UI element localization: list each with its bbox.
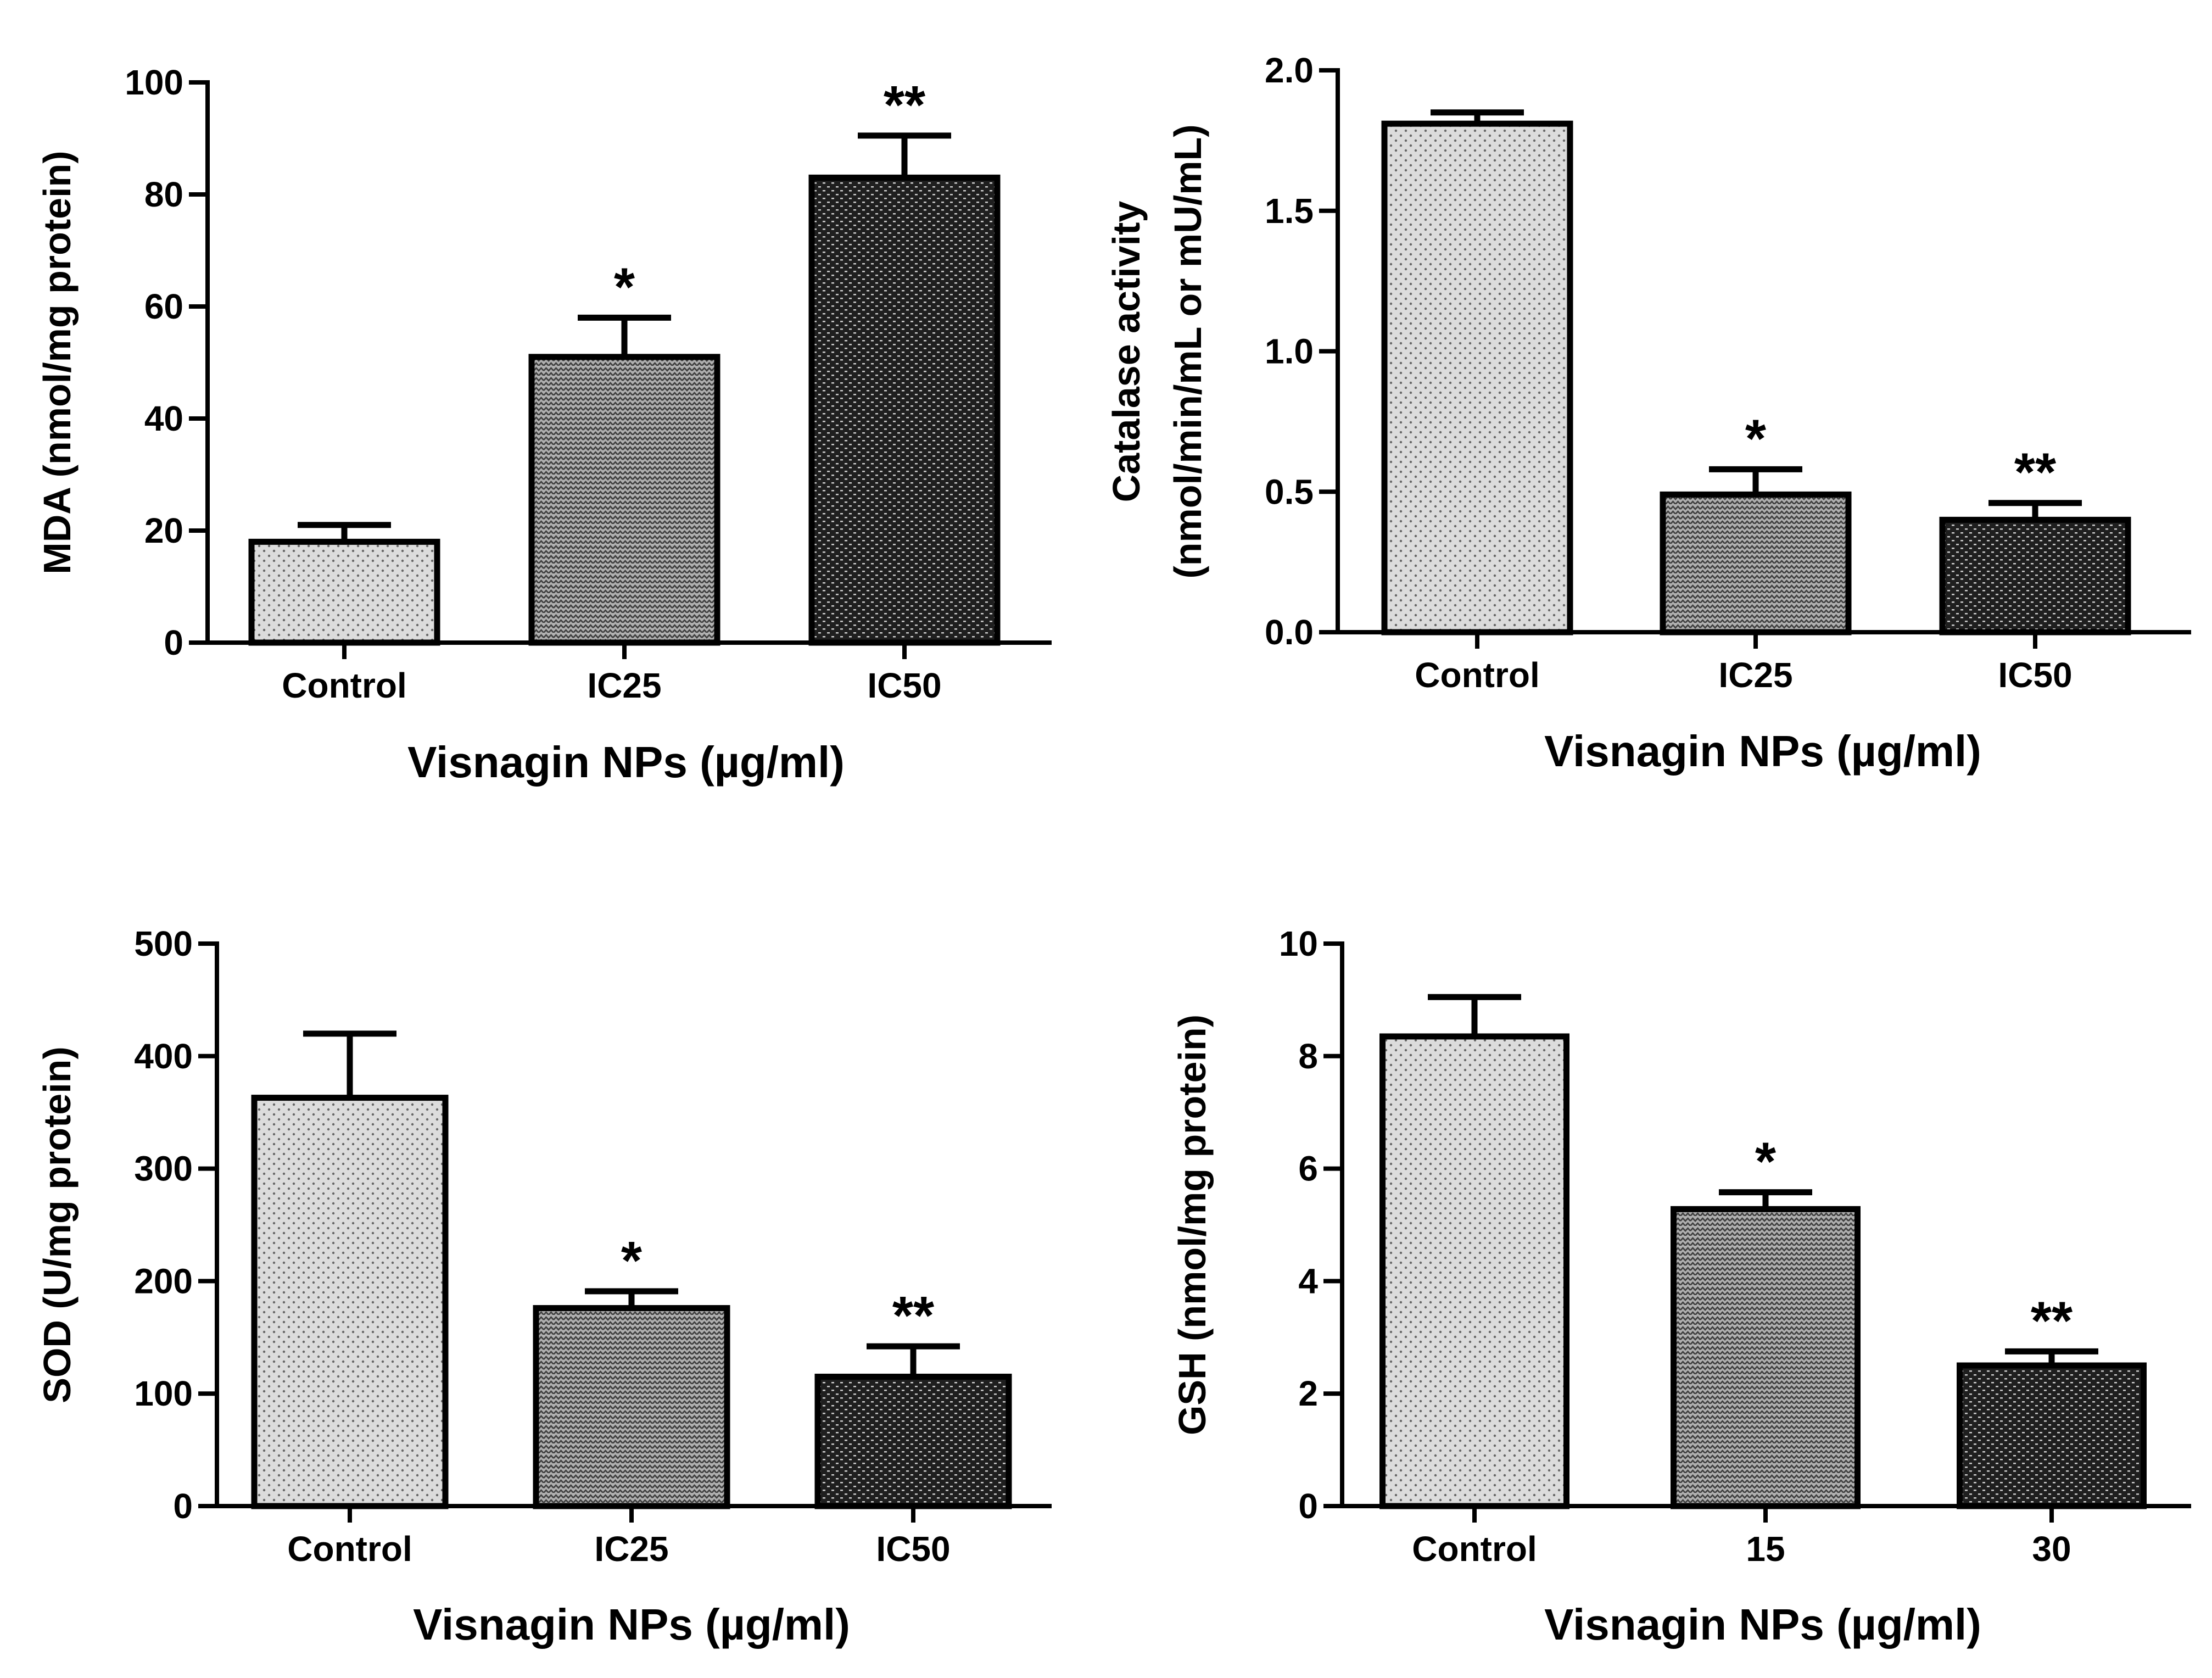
y-tick-label: 0.0 <box>1265 612 1314 652</box>
y-tick-label: 200 <box>134 1261 193 1301</box>
y-tick-label: 80 <box>144 175 183 214</box>
y-tick-label: 0 <box>173 1486 193 1526</box>
y-tick-label: 300 <box>134 1149 193 1189</box>
x-tick-label: 15 <box>1746 1529 1785 1569</box>
significance-marker: ** <box>2014 442 2057 503</box>
x-axis-title: Visnagin NPs (µg/ml) <box>1544 727 1981 776</box>
y-tick-label: 400 <box>134 1036 193 1076</box>
y-tick-label: 60 <box>144 287 183 326</box>
y-tick-label: 0 <box>164 623 183 662</box>
x-tick-label: 30 <box>2032 1529 2071 1569</box>
y-tick-label: 4 <box>1298 1261 1318 1301</box>
y-axis-title: MDA (nmol/mg protein) <box>36 150 79 574</box>
x-axis-title: Visnagin NPs (µg/ml) <box>407 738 845 787</box>
x-tick-label: Control <box>1412 1529 1537 1569</box>
significance-marker: * <box>1745 408 1767 469</box>
y-tick-label: 1.5 <box>1265 191 1314 231</box>
bar-control <box>1379 1033 1569 1509</box>
significance-marker: ** <box>884 75 926 135</box>
y-tick-label: 40 <box>144 399 183 438</box>
x-tick-label: IC50 <box>867 666 941 705</box>
x-axis-title: Visnagin NPs (µg/ml) <box>413 1600 850 1649</box>
x-tick-label: IC50 <box>876 1529 950 1569</box>
x-tick-label: Control <box>282 666 407 705</box>
x-tick-label: Control <box>1415 655 1540 695</box>
bar-ic50 <box>808 174 1001 646</box>
significance-marker: ** <box>892 1285 935 1346</box>
y-tick-label: 500 <box>134 924 193 963</box>
y-tick-label: 2.0 <box>1265 51 1314 90</box>
y-axis-title: GSH (nmol/mg protein) <box>1171 1014 1214 1435</box>
bar-ic25 <box>1660 491 1852 635</box>
bar-ic50 <box>1939 516 2131 635</box>
y-tick-label: 0.5 <box>1265 472 1314 511</box>
y-axis-title-unit: (nmol/min/mL or mU/mL) <box>1166 124 1209 578</box>
y-tick-label: 6 <box>1298 1149 1318 1189</box>
y-tick-label: 10 <box>1279 924 1318 963</box>
y-tick-label: 2 <box>1298 1374 1318 1413</box>
bar-control <box>1381 120 1573 635</box>
bar-15 <box>1671 1206 1861 1509</box>
x-axis-title: Visnagin NPs (µg/ml) <box>1544 1600 1981 1649</box>
x-tick-label: IC25 <box>1718 655 1792 695</box>
y-tick-label: 100 <box>125 63 183 102</box>
x-tick-label: Control <box>287 1529 412 1569</box>
y-axis-title: Catalase activity <box>1105 201 1148 503</box>
bar-ic25 <box>533 1305 730 1509</box>
significance-marker: ** <box>2031 1290 2073 1351</box>
y-tick-label: 8 <box>1298 1036 1318 1076</box>
significance-marker: * <box>1755 1131 1777 1192</box>
bar-30 <box>1957 1362 2147 1509</box>
x-tick-label: IC50 <box>1998 655 2072 695</box>
bar-control <box>248 538 440 646</box>
y-tick-label: 100 <box>134 1374 193 1413</box>
significance-marker: * <box>614 257 635 317</box>
x-tick-label: IC25 <box>594 1529 668 1569</box>
y-axis-title: SOD (U/mg protein) <box>36 1046 79 1403</box>
y-tick-label: 1.0 <box>1265 332 1314 371</box>
bar-ic25 <box>528 354 720 646</box>
significance-marker: * <box>621 1230 643 1291</box>
y-tick-label: 20 <box>144 511 183 550</box>
x-tick-label: IC25 <box>587 666 661 705</box>
y-tick-label: 0 <box>1298 1486 1318 1526</box>
bar-control <box>251 1095 449 1509</box>
bar-ic50 <box>814 1373 1012 1509</box>
